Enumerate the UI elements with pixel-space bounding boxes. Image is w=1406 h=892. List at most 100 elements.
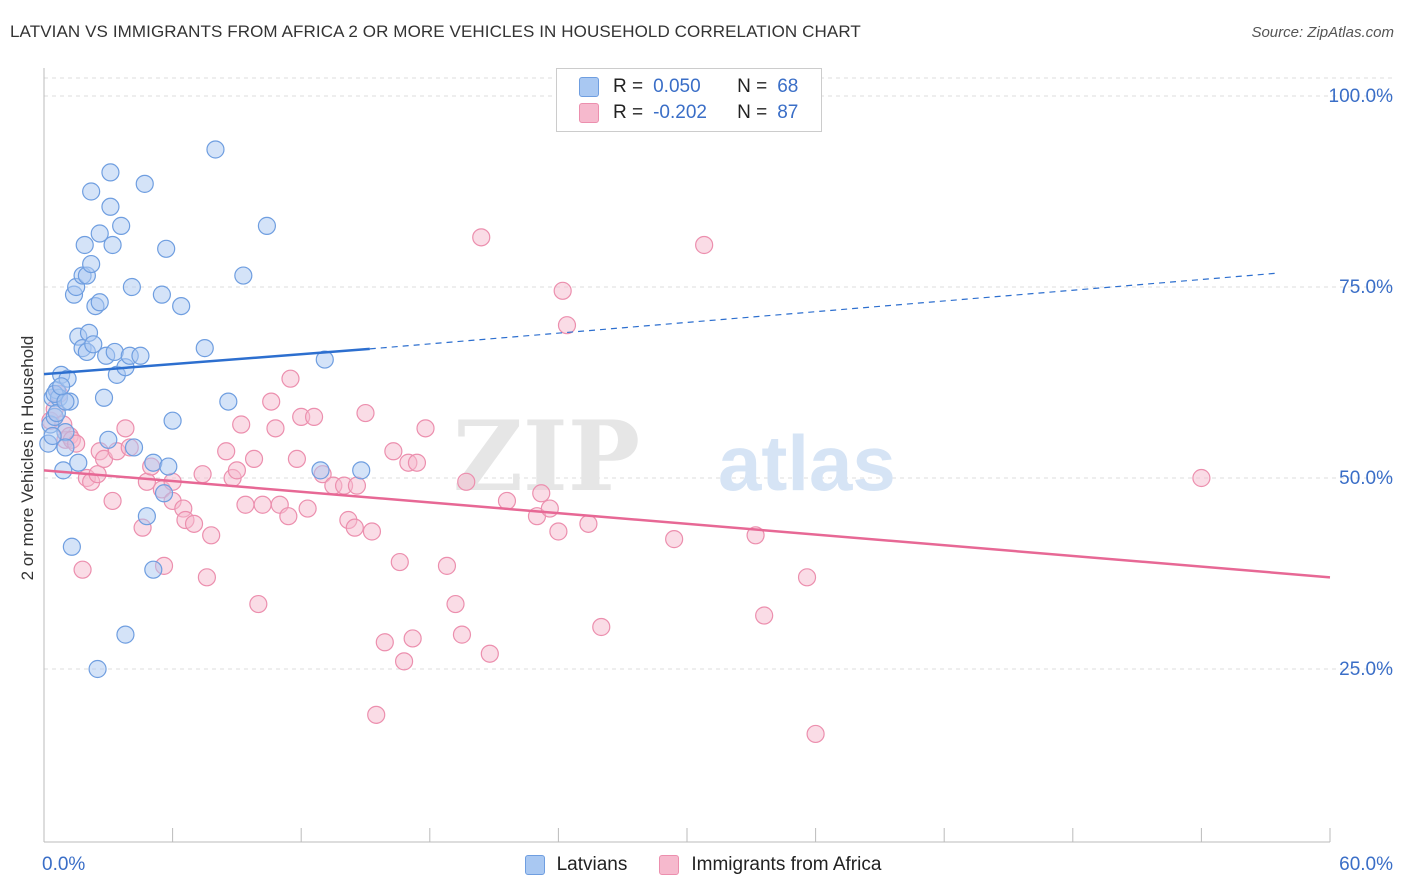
latvians-point xyxy=(352,461,371,480)
y-axis-label: 2 or more Vehicles in Household xyxy=(18,336,37,581)
legend-item-latvians[interactable]: Latvians xyxy=(524,854,628,876)
africa-point xyxy=(227,461,246,480)
grid-lines xyxy=(44,77,1392,670)
latvians-point xyxy=(172,297,191,316)
latvians-point xyxy=(144,453,163,472)
africa-point xyxy=(217,442,236,461)
latvians-point xyxy=(90,224,109,243)
africa-point xyxy=(281,369,300,388)
latvians-point xyxy=(56,438,75,457)
africa-point xyxy=(540,499,559,518)
latvians-point xyxy=(105,342,124,362)
latvians-point xyxy=(135,174,154,193)
legend-latvians-label: Latvians xyxy=(556,854,628,875)
africa-point xyxy=(553,281,572,300)
africa-point xyxy=(452,625,472,644)
latvians-trend-line xyxy=(43,347,370,376)
latvians-point xyxy=(311,461,330,480)
series-africa-points xyxy=(41,228,1211,744)
africa-point xyxy=(184,514,204,533)
latvians-point xyxy=(75,235,94,255)
africa-point xyxy=(197,568,216,587)
africa-point xyxy=(236,495,255,514)
africa-point xyxy=(345,518,364,537)
legend-row-africa: R = -0.202 N = 87 xyxy=(579,101,798,125)
latvians-swatch xyxy=(579,77,599,97)
latvians-point xyxy=(163,411,182,430)
latvians-point xyxy=(131,346,150,365)
africa-point xyxy=(394,652,414,671)
africa-point xyxy=(304,407,324,426)
africa-point xyxy=(116,419,135,438)
latvians-point xyxy=(137,507,156,526)
latvians-point xyxy=(101,163,120,182)
africa-point xyxy=(253,495,272,514)
africa-point xyxy=(557,316,577,335)
latvians-point xyxy=(206,140,225,159)
africa-legend-swatch xyxy=(659,855,680,875)
x-tick-label: 0.0% xyxy=(42,854,85,875)
latvians-point xyxy=(99,430,118,449)
watermark-atlas: atlas xyxy=(718,419,896,507)
legend-item-africa[interactable]: Immigrants from Africa xyxy=(659,854,881,876)
tick-labels: 25.0% 50.0% 75.0% 100.0% 0.0% 60.0% xyxy=(42,86,1393,875)
latvians-point xyxy=(56,392,75,411)
legend-r-value: -0.202 xyxy=(653,102,707,123)
legend-africa-label: Immigrants from Africa xyxy=(691,854,882,875)
latvians-point xyxy=(144,560,163,579)
africa-point xyxy=(367,705,386,724)
latvians-point xyxy=(157,239,176,258)
africa-point xyxy=(232,415,251,434)
latvians-point xyxy=(116,625,135,644)
africa-point xyxy=(287,449,307,468)
africa-point xyxy=(497,491,517,511)
africa-point xyxy=(375,633,394,652)
legend-n-label: N = xyxy=(737,76,768,97)
africa-point xyxy=(202,526,221,545)
africa-point xyxy=(665,530,684,549)
latvians-trend-extension xyxy=(369,272,1277,350)
africa-point xyxy=(592,617,611,637)
latvians-point xyxy=(88,659,107,679)
latvians-point xyxy=(82,182,101,201)
y-tick-label: 100.0% xyxy=(1329,86,1394,107)
stats-legend: R = 0.050 N = 68 R = -0.202 N = 87 xyxy=(556,68,822,132)
legend-r-value: 0.050 xyxy=(653,76,701,97)
africa-point xyxy=(695,235,714,255)
africa-point xyxy=(279,507,298,526)
series-legend: Latvians Immigrants from Africa xyxy=(0,852,1406,878)
africa-point xyxy=(579,514,598,533)
y-tick-label: 25.0% xyxy=(1339,659,1393,680)
legend-r-label: R = xyxy=(613,76,644,97)
latvians-point xyxy=(43,426,62,446)
africa-point xyxy=(457,472,476,491)
africa-point xyxy=(480,644,499,663)
africa-point xyxy=(384,442,403,461)
africa-point xyxy=(244,449,264,468)
latvians-point xyxy=(315,350,334,369)
africa-point xyxy=(407,453,427,472)
latvians-point xyxy=(82,254,101,274)
africa-swatch xyxy=(579,103,599,123)
y-tick-label: 75.0% xyxy=(1339,277,1393,298)
latvians-point xyxy=(112,216,131,235)
latvians-point xyxy=(94,388,114,407)
africa-point xyxy=(755,606,774,625)
africa-point xyxy=(549,522,568,541)
legend-row-latvians: R = 0.050 N = 68 xyxy=(579,75,798,99)
latvians-point xyxy=(90,293,109,312)
africa-point xyxy=(403,629,422,648)
africa-point xyxy=(416,419,435,438)
axes xyxy=(43,68,1331,843)
latvians-point xyxy=(234,266,253,285)
latvians-point xyxy=(195,339,214,358)
y-tick-label: 50.0% xyxy=(1339,468,1393,489)
latvians-point xyxy=(124,438,144,457)
africa-point xyxy=(532,484,551,503)
africa-point xyxy=(266,419,285,438)
latvians-point xyxy=(257,216,277,235)
latvians-point xyxy=(219,392,238,411)
africa-point xyxy=(797,568,817,587)
africa-point xyxy=(73,560,92,579)
